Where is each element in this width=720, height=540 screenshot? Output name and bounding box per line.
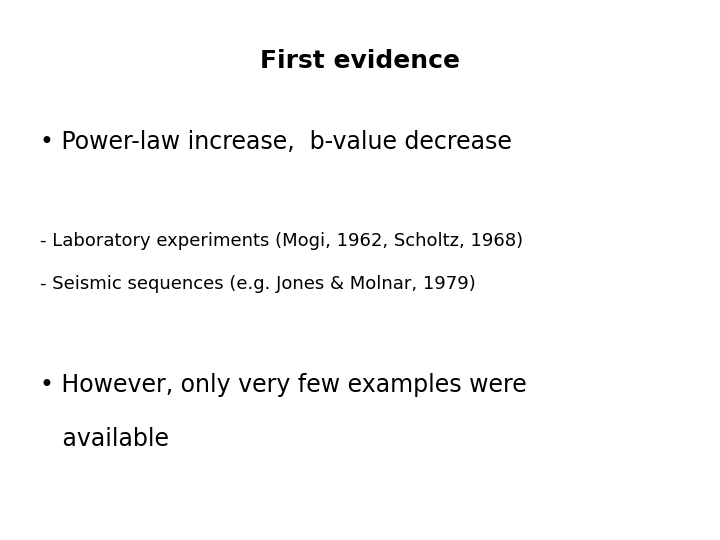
Text: • However, only very few examples were: • However, only very few examples were [40,373,526,396]
Text: - Seismic sequences (e.g. Jones & Molnar, 1979): - Seismic sequences (e.g. Jones & Molnar… [40,275,475,293]
Text: available: available [40,427,168,450]
Text: First evidence: First evidence [260,49,460,72]
Text: - Laboratory experiments (Mogi, 1962, Scholtz, 1968): - Laboratory experiments (Mogi, 1962, Sc… [40,232,523,250]
Text: • Power-law increase,  b-value decrease: • Power-law increase, b-value decrease [40,130,511,153]
